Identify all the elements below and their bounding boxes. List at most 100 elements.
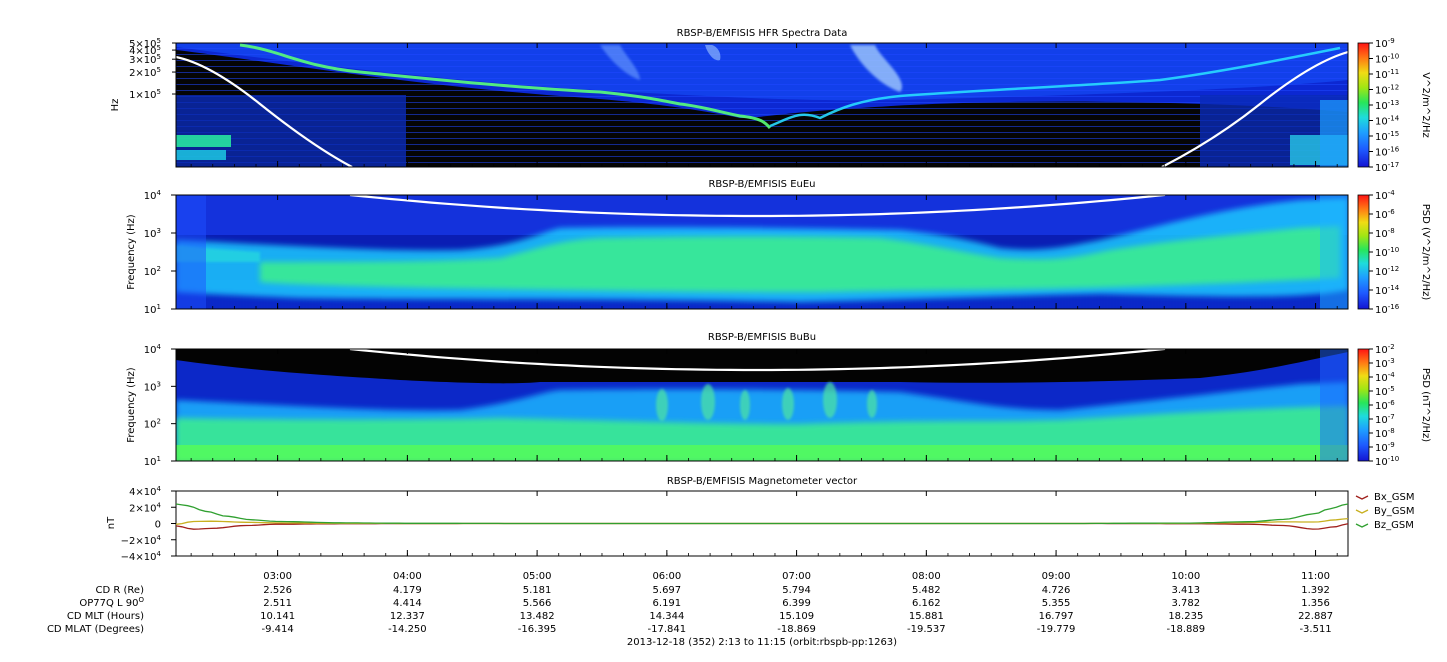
time-tick-label: 10:00 <box>1171 571 1200 582</box>
hfr-y-tick-label: 1×105 <box>129 88 161 101</box>
hfr-cbar-tick-label: 10-16 <box>1375 146 1400 159</box>
ephemeris-value: 6.191 <box>653 598 682 609</box>
hfr-cbar-tick-label: 10-14 <box>1375 115 1400 128</box>
hfr-panel: RBSP-B/EMFISIS HFR Spectra Data 5 <box>110 28 1431 174</box>
ephemeris-value: 6.162 <box>912 598 941 609</box>
bubu-colorbar <box>1357 348 1370 462</box>
bubu-y-tick-label: 104 <box>144 343 162 356</box>
hfr-y-tick-label: 5×105 <box>129 37 161 50</box>
mag-y-tick-label: 0 <box>155 520 161 531</box>
hfr-cbar-tick-label: 10-15 <box>1375 130 1399 143</box>
eueu-frame <box>175 194 1349 310</box>
ephemeris-value: 18.235 <box>1168 611 1203 622</box>
mag-legend-swatch <box>1355 523 1369 528</box>
hfr-y-tick-label: 4×105 <box>129 44 161 57</box>
mag-series-Bz_GSM <box>176 503 1348 525</box>
bubu-spectrogram <box>176 349 1348 461</box>
mag-y-ticks: 4×104 2×104 0 −2×104 −4×104 <box>121 485 176 563</box>
hfr-colorbar <box>1357 42 1370 168</box>
ephemeris-value: -18.889 <box>1167 624 1206 635</box>
bubu-y-tick-label: 101 <box>144 455 161 468</box>
ephemeris-value: 5.697 <box>653 585 682 596</box>
hfr-cbar-tick-label: 10-9 <box>1375 37 1395 50</box>
eueu-cbar-tick-label: 10-4 <box>1375 189 1395 202</box>
ephemeris-value: 2.511 <box>263 598 292 609</box>
eueu-title: RBSP-B/EMFISIS EuEu <box>708 179 815 190</box>
ephemeris-value: 13.482 <box>520 611 555 622</box>
ephemeris-value: -14.250 <box>388 624 427 635</box>
hfr-cbar-tick-label: 10-11 <box>1375 68 1399 81</box>
time-tick-label: 09:00 <box>1042 571 1071 582</box>
bubu-cbar-tick-label: 10-6 <box>1375 399 1395 412</box>
ephemeris-value: 5.355 <box>1042 598 1071 609</box>
eueu-cbar-tick-label: 10-10 <box>1375 246 1399 259</box>
footer-time-range: 2013-12-18 (352) 2:13 to 11:15 (orbit:rb… <box>627 637 897 648</box>
eueu-cbar-tick-label: 10-6 <box>1375 208 1395 221</box>
eueu-y-tick-label: 101 <box>144 303 161 316</box>
bubu-cbar-tick-label: 10-4 <box>1375 371 1395 384</box>
eueu-y-tick-label: 104 <box>144 189 162 202</box>
mag-panel: RBSP-B/EMFISIS Magnetometer vector 4×104… <box>106 476 1415 563</box>
eueu-colorbar-label: PSD (V^2/m^2/Hz) <box>1420 204 1431 301</box>
time-tick-label: 04:00 <box>393 571 422 582</box>
ephemeris-value: 15.109 <box>779 611 814 622</box>
ephemeris-value: 12.337 <box>390 611 425 622</box>
bubu-y-tick-label: 103 <box>144 380 161 393</box>
eueu-colorbar <box>1357 194 1370 310</box>
bubu-cbar-tick-label: 10-10 <box>1375 455 1399 468</box>
eueu-white-curve <box>349 195 1166 218</box>
ephemeris-value: 3.413 <box>1172 585 1201 596</box>
hfr-colorbar-ticks: 10-9 10-10 10-11 10-12 10-13 10-14 10-15 10-16 1… <box>1369 37 1400 174</box>
eueu-cbar-tick-label: 10-14 <box>1375 284 1400 297</box>
bubu-white-curve <box>349 349 1166 372</box>
hfr-y-tick-label: 3×105 <box>129 53 161 66</box>
ephemeris-row-label: CD MLT (Hours) <box>67 611 144 622</box>
mag-legend-label: Bz_GSM <box>1374 520 1414 531</box>
hfr-spectrogram <box>176 43 1348 167</box>
mag-legend-label: Bx_GSM <box>1374 492 1415 503</box>
hfr-cbar-tick-label: 10-13 <box>1375 99 1399 112</box>
bubu-cbar-tick-label: 10-7 <box>1375 413 1395 426</box>
ephemeris-value: -19.537 <box>907 624 946 635</box>
eueu-cbar-tick-label: 10-16 <box>1375 303 1400 316</box>
mag-y-tick-label: 2×104 <box>129 501 161 514</box>
ephemeris-value: 6.399 <box>782 598 811 609</box>
eueu-cbar-tick-label: 10-8 <box>1375 227 1395 240</box>
ephemeris-value: 4.726 <box>1042 585 1071 596</box>
eueu-ylabel: Frequency (Hz) <box>126 214 137 290</box>
bubu-frame <box>175 348 1349 462</box>
hfr-colorbar-label: V^2/m^2/Hz <box>1420 72 1431 138</box>
time-tick-label: 06:00 <box>652 571 681 582</box>
ephemeris-value: 1.356 <box>1301 598 1330 609</box>
ephemeris-value: -3.511 <box>1299 624 1331 635</box>
ephemeris-value: 22.887 <box>1298 611 1333 622</box>
bubu-cbar-tick-label: 10-5 <box>1375 385 1395 398</box>
time-tick-label: 08:00 <box>912 571 941 582</box>
time-tick-label: 11:00 <box>1301 571 1330 582</box>
eueu-y-tick-label: 103 <box>144 227 161 240</box>
eueu-colorbar-ticks: 10-4 10-6 10-8 10-10 10-12 10-14 10-16 <box>1369 189 1400 316</box>
ephemeris-value: -19.779 <box>1037 624 1076 635</box>
hfr-cbar-tick-label: 10-10 <box>1375 53 1399 66</box>
ephemeris-value: 4.414 <box>393 598 422 609</box>
eueu-cbar-tick-label: 10-12 <box>1375 265 1399 278</box>
bubu-cbar-tick-label: 10-8 <box>1375 427 1395 440</box>
mag-y-tick-label: −4×104 <box>121 550 162 563</box>
hfr-ylabel: Hz <box>110 99 121 112</box>
ephemeris-row-label: CD R (Re) <box>96 585 145 596</box>
ephemeris-value: 5.181 <box>523 585 552 596</box>
hfr-white-curve <box>176 50 1348 167</box>
mag-ylabel: nT <box>106 516 117 529</box>
time-tick-label: 03:00 <box>263 571 292 582</box>
bubu-ylabel: Frequency (Hz) <box>126 367 137 443</box>
ephemeris-value: 14.344 <box>649 611 684 622</box>
ephemeris-value: 10.141 <box>260 611 295 622</box>
mag-series <box>176 503 1348 530</box>
time-tick-label: 05:00 <box>523 571 552 582</box>
hfr-title: RBSP-B/EMFISIS HFR Spectra Data <box>677 28 848 39</box>
bubu-cbar-tick-label: 10-3 <box>1375 357 1395 370</box>
ephemeris-row-label: CD MLAT (Degrees) <box>47 624 144 635</box>
ephemeris-value: 16.797 <box>1039 611 1074 622</box>
eueu-spectrogram <box>176 195 1348 309</box>
